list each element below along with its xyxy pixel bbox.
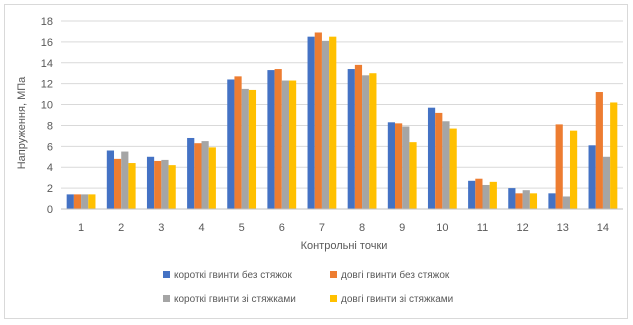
x-tick-label: 11 bbox=[477, 222, 488, 234]
legend-swatch bbox=[163, 271, 170, 278]
legend-label: довгі гвинти без стяжок bbox=[341, 269, 450, 281]
bar bbox=[314, 32, 322, 209]
legend-label: короткі гвинти зі стяжками bbox=[174, 294, 296, 305]
bar bbox=[489, 181, 497, 209]
bar bbox=[187, 137, 195, 209]
bar bbox=[288, 80, 297, 210]
bar bbox=[347, 69, 355, 210]
bar bbox=[88, 194, 96, 209]
y-tick-label: 12 bbox=[41, 79, 53, 91]
bar bbox=[449, 128, 457, 209]
y-tick-label: 16 bbox=[41, 37, 53, 49]
x-tick-label: 1 bbox=[78, 222, 84, 234]
legend-swatch bbox=[163, 295, 170, 302]
y-tick-label: 14 bbox=[41, 58, 53, 70]
bar bbox=[307, 36, 315, 210]
bar bbox=[595, 92, 603, 209]
bar bbox=[362, 75, 370, 209]
bar bbox=[602, 156, 611, 209]
bar bbox=[168, 165, 176, 209]
bar bbox=[409, 142, 417, 209]
bar bbox=[248, 89, 257, 209]
y-tick-label: 4 bbox=[47, 162, 53, 174]
x-tick-label: 4 bbox=[198, 222, 204, 234]
bar bbox=[161, 159, 169, 209]
bar bbox=[442, 121, 450, 209]
y-tick-label: 0 bbox=[47, 204, 53, 216]
x-tick-label: 10 bbox=[436, 222, 448, 234]
x-tick-label: 14 bbox=[597, 222, 609, 234]
bar bbox=[73, 194, 82, 209]
legend-label: короткі гвинти без стяжок bbox=[174, 269, 292, 281]
x-tick-label: 7 bbox=[319, 222, 325, 234]
bar bbox=[468, 180, 476, 209]
legend-label: довгі гвинти зі стяжками bbox=[341, 294, 453, 305]
bar bbox=[515, 193, 523, 209]
bar bbox=[402, 126, 410, 209]
bar bbox=[435, 112, 443, 209]
bar bbox=[354, 64, 363, 209]
bar bbox=[555, 124, 563, 209]
bar bbox=[154, 160, 162, 209]
y-tick-label: 8 bbox=[47, 120, 53, 132]
bar bbox=[146, 156, 155, 209]
bar bbox=[548, 193, 556, 209]
bars bbox=[66, 32, 618, 210]
bar bbox=[66, 194, 74, 209]
bar bbox=[281, 80, 289, 210]
legend-swatch bbox=[330, 271, 337, 278]
y-tick-label: 18 bbox=[41, 16, 53, 28]
x-tick-label: 12 bbox=[517, 222, 529, 234]
bar bbox=[208, 147, 216, 209]
bar bbox=[427, 107, 436, 209]
bar bbox=[369, 73, 377, 209]
y-axis-label: Напруження, МПа bbox=[16, 76, 28, 169]
x-tick-label: 8 bbox=[359, 222, 365, 234]
bar bbox=[529, 193, 538, 209]
bar bbox=[588, 145, 596, 209]
chart-frame: 0 2 4 6 8 10 12 14 16 18 1 2 3 4 5 6 7 8 9 10 11 12 13 14 Напру… bbox=[4, 4, 628, 319]
bar bbox=[81, 194, 89, 209]
bar bbox=[128, 163, 136, 209]
bar bbox=[562, 196, 570, 209]
gridlines bbox=[61, 20, 623, 189]
bar bbox=[610, 102, 618, 209]
bar bbox=[114, 158, 122, 209]
bar bbox=[241, 88, 249, 209]
bar bbox=[387, 122, 396, 209]
bar bbox=[194, 143, 202, 209]
x-axis-label: Контрольні точки bbox=[301, 240, 388, 252]
bar bbox=[274, 69, 282, 210]
x-tick-label: 9 bbox=[399, 222, 405, 234]
bar bbox=[522, 190, 530, 209]
bar bbox=[508, 188, 516, 209]
bar bbox=[121, 151, 129, 209]
x-tick-label: 5 bbox=[239, 222, 245, 234]
x-tick-label: 6 bbox=[279, 222, 285, 234]
legend: короткі гвинти без стяжок довгі гвинти бе… bbox=[163, 269, 453, 305]
bar bbox=[475, 178, 483, 209]
bar bbox=[234, 76, 242, 209]
y-tick-label: 6 bbox=[47, 141, 53, 153]
y-tick-label: 10 bbox=[41, 100, 53, 112]
bar bbox=[267, 70, 275, 209]
bar bbox=[482, 184, 490, 209]
x-tick-label: 13 bbox=[557, 222, 569, 234]
bar bbox=[227, 79, 235, 209]
bar bbox=[395, 123, 403, 209]
legend-swatch bbox=[330, 295, 337, 302]
x-tick-label: 2 bbox=[118, 222, 124, 234]
x-tick-label: 3 bbox=[158, 222, 164, 234]
bar bbox=[201, 141, 209, 209]
bar bbox=[569, 130, 578, 209]
bar bbox=[106, 150, 115, 209]
y-tick-label: 2 bbox=[47, 183, 53, 195]
bar bbox=[329, 36, 337, 210]
bar bbox=[321, 40, 330, 209]
